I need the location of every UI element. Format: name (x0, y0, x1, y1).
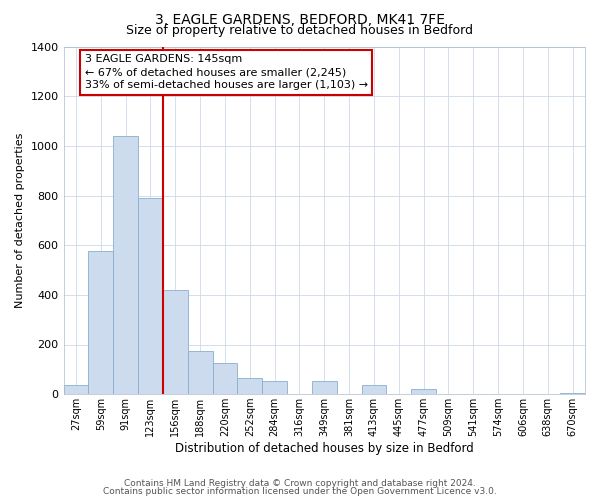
Bar (560, 393, 585, 394)
Bar (362, 386, 386, 394)
Text: Contains public sector information licensed under the Open Government Licence v3: Contains public sector information licen… (103, 487, 497, 496)
Y-axis label: Number of detached properties: Number of detached properties (15, 132, 25, 308)
Bar (138, 198, 163, 394)
Text: Size of property relative to detached houses in Bedford: Size of property relative to detached ho… (127, 24, 473, 37)
Text: 3 EAGLE GARDENS: 145sqm
← 67% of detached houses are smaller (2,245)
33% of semi: 3 EAGLE GARDENS: 145sqm ← 67% of detache… (85, 54, 368, 90)
Bar (113, 136, 138, 394)
Bar (411, 389, 436, 394)
Text: Contains HM Land Registry data © Crown copyright and database right 2024.: Contains HM Land Registry data © Crown c… (124, 478, 476, 488)
Bar (188, 350, 212, 394)
Bar (262, 380, 287, 394)
Bar (88, 252, 113, 394)
Text: 3, EAGLE GARDENS, BEDFORD, MK41 7FE: 3, EAGLE GARDENS, BEDFORD, MK41 7FE (155, 12, 445, 26)
Bar (312, 380, 337, 394)
Bar (163, 290, 188, 394)
X-axis label: Distribution of detached houses by size in Bedford: Distribution of detached houses by size … (175, 442, 473, 455)
Bar (212, 363, 238, 394)
Bar (238, 378, 262, 394)
Bar (64, 386, 88, 394)
